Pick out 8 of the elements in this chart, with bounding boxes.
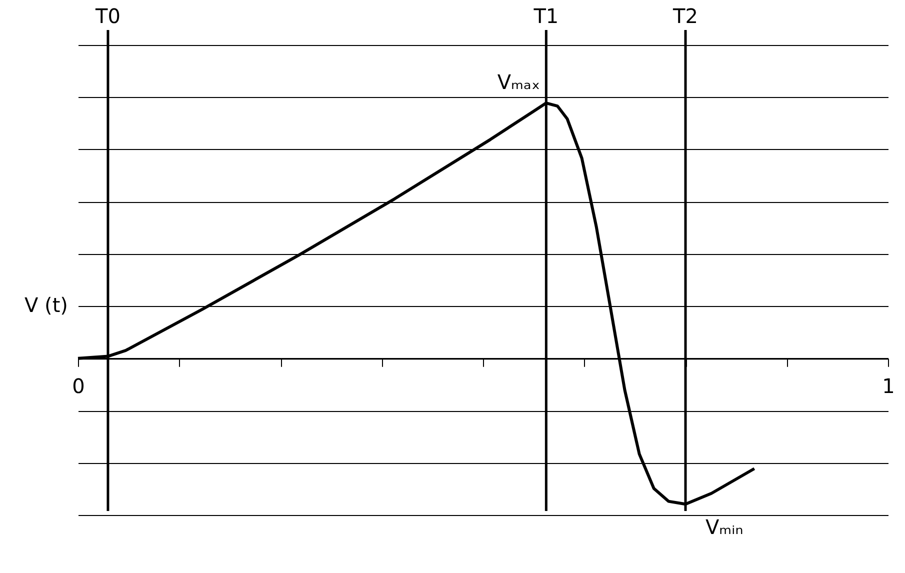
annotation: Vₘᵢₙ <box>706 515 744 540</box>
annotation: Vₘₐₓ <box>497 70 540 94</box>
ref-line-label: T1 <box>532 4 559 28</box>
ref-line-label: T0 <box>94 4 120 28</box>
x-tick-label: 0 <box>72 374 85 398</box>
y-axis-title: V (t) <box>24 293 68 318</box>
x-tick-label: 1 <box>882 374 895 398</box>
ref-line-label: T2 <box>672 4 698 28</box>
